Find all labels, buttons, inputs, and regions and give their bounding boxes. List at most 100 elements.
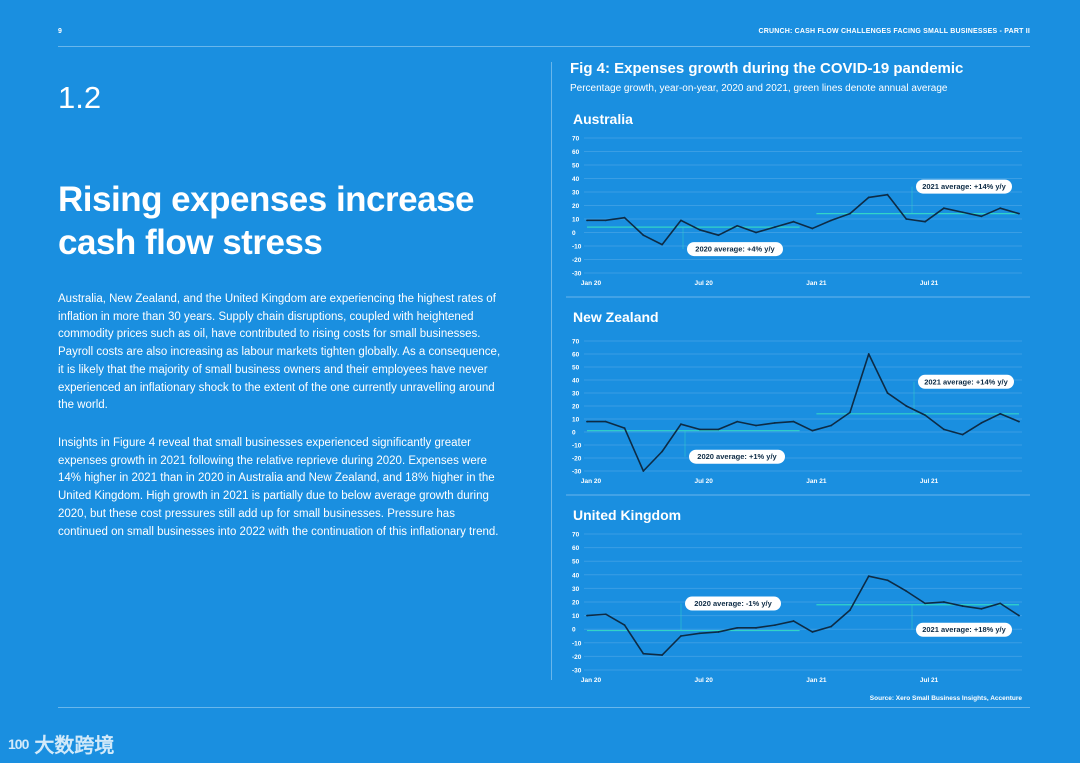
data-point xyxy=(623,216,626,219)
data-point xyxy=(849,212,851,215)
data-point xyxy=(717,234,720,237)
data-point xyxy=(586,614,588,617)
data-point xyxy=(999,412,1002,415)
data-point xyxy=(886,579,889,582)
column-divider xyxy=(551,62,552,680)
x-tick-label: Jan 21 xyxy=(806,677,827,684)
x-tick-label: Jul 21 xyxy=(920,478,939,485)
data-point xyxy=(680,423,682,426)
data-point xyxy=(755,231,757,234)
chart-title: New Zealand xyxy=(573,309,659,325)
data-point xyxy=(924,602,926,605)
data-point xyxy=(586,219,588,222)
data-point xyxy=(905,405,908,407)
data-point xyxy=(1018,614,1020,617)
data-point xyxy=(623,624,626,627)
y-tick-label: -10 xyxy=(572,640,582,647)
y-tick-label: 60 xyxy=(572,149,580,156)
y-tick-label: -20 xyxy=(572,456,582,463)
y-tick-label: 40 xyxy=(572,378,580,385)
data-point xyxy=(980,422,983,424)
data-point xyxy=(924,220,926,223)
y-tick-label: 30 xyxy=(572,586,580,593)
data-point xyxy=(642,470,645,472)
data-point xyxy=(811,429,814,432)
data-point xyxy=(961,433,964,436)
data-point xyxy=(961,211,964,214)
x-tick-label: Jul 20 xyxy=(694,280,713,287)
y-tick-label: 50 xyxy=(572,365,580,372)
y-tick-label: 40 xyxy=(572,572,580,579)
data-point xyxy=(942,207,945,210)
average-label: 2020 average: +4% y/y xyxy=(695,245,775,254)
x-tick-label: Jan 20 xyxy=(581,677,602,684)
running-title: CRUNCH: CASH FLOW CHALLENGES FACING SMAL… xyxy=(758,28,1030,35)
data-point xyxy=(811,227,814,230)
data-point xyxy=(661,450,664,453)
data-point xyxy=(773,422,776,424)
data-point xyxy=(792,420,795,423)
x-tick-label: Jul 21 xyxy=(920,677,939,684)
chart-title: Australia xyxy=(573,111,633,127)
chart-title: United Kingdom xyxy=(573,507,681,523)
y-tick-label: 70 xyxy=(572,339,580,346)
page-number: 9 xyxy=(58,28,62,35)
average-label: 2020 average: +1% y/y xyxy=(697,452,777,461)
headline: Rising expenses increase cash flow stres… xyxy=(58,180,475,262)
data-point xyxy=(717,428,720,431)
data-point xyxy=(604,219,607,222)
data-point xyxy=(642,234,645,237)
series-line xyxy=(586,575,1020,656)
data-point xyxy=(661,654,664,656)
data-point xyxy=(604,613,607,616)
data-point xyxy=(980,607,983,610)
data-point xyxy=(886,193,889,196)
figure-title: Fig 4: Expenses growth during the COVID-… xyxy=(570,60,964,77)
data-point xyxy=(849,609,851,612)
data-point xyxy=(680,219,682,222)
figure-source: Source: Xero Small Business Insights, Ac… xyxy=(869,695,1022,702)
average-label: 2021 average: +14% y/y xyxy=(922,182,1006,191)
data-point xyxy=(773,624,776,627)
data-point xyxy=(698,428,701,431)
data-point xyxy=(867,575,870,578)
chart-new-zealand: New Zealand 70 60 50 40 30 20 10 0 -10 -20 -30 Jan 2… xyxy=(566,309,1030,496)
average-label-box xyxy=(916,622,1012,637)
data-point xyxy=(999,207,1002,210)
y-tick-label: -20 xyxy=(572,654,582,661)
watermark-text: 大数跨境 xyxy=(34,735,115,757)
average-label-box xyxy=(916,179,1012,194)
x-tick-label: Jul 20 xyxy=(694,677,713,684)
data-point xyxy=(830,219,833,222)
x-tick-label: Jan 21 xyxy=(806,280,827,287)
body-paragraph-2: Insights in Figure 4 reveal that small b… xyxy=(58,437,499,538)
average-label-box xyxy=(918,374,1014,389)
data-point xyxy=(586,420,588,423)
data-point xyxy=(867,353,870,355)
data-point xyxy=(886,392,889,394)
figure-subtitle: Percentage growth, year-on-year, 2020 an… xyxy=(570,83,948,94)
y-tick-label: 20 xyxy=(572,203,580,210)
data-point xyxy=(999,602,1002,605)
y-tick-label: 10 xyxy=(572,613,580,620)
y-tick-label: 70 xyxy=(572,136,580,143)
y-tick-label: 50 xyxy=(572,559,580,566)
x-tick-label: Jan 20 xyxy=(581,280,602,287)
data-point xyxy=(698,632,701,635)
data-point xyxy=(736,420,739,423)
body-paragraph-1: Australia, New Zealand, and the United K… xyxy=(58,293,501,412)
y-tick-label: -30 xyxy=(572,469,582,476)
data-point xyxy=(698,228,701,231)
data-point xyxy=(830,424,833,427)
average-label: 2021 average: +14% y/y xyxy=(924,377,1008,386)
data-point xyxy=(642,652,645,655)
data-point xyxy=(604,420,607,423)
y-tick-label: 20 xyxy=(572,600,580,607)
chart-united-kingdom: United Kingdom 70 60 50 40 30 20 10 0 -10 -20 -30 Ja… xyxy=(572,507,1022,684)
data-point xyxy=(830,625,833,628)
chart-australia: Australia 70 60 50 40 30 20 10 0 -10 -20 -30 Jan 20 J… xyxy=(566,111,1030,298)
data-point xyxy=(623,427,626,429)
y-tick-label: -30 xyxy=(572,271,582,278)
y-tick-label: 10 xyxy=(572,417,580,424)
